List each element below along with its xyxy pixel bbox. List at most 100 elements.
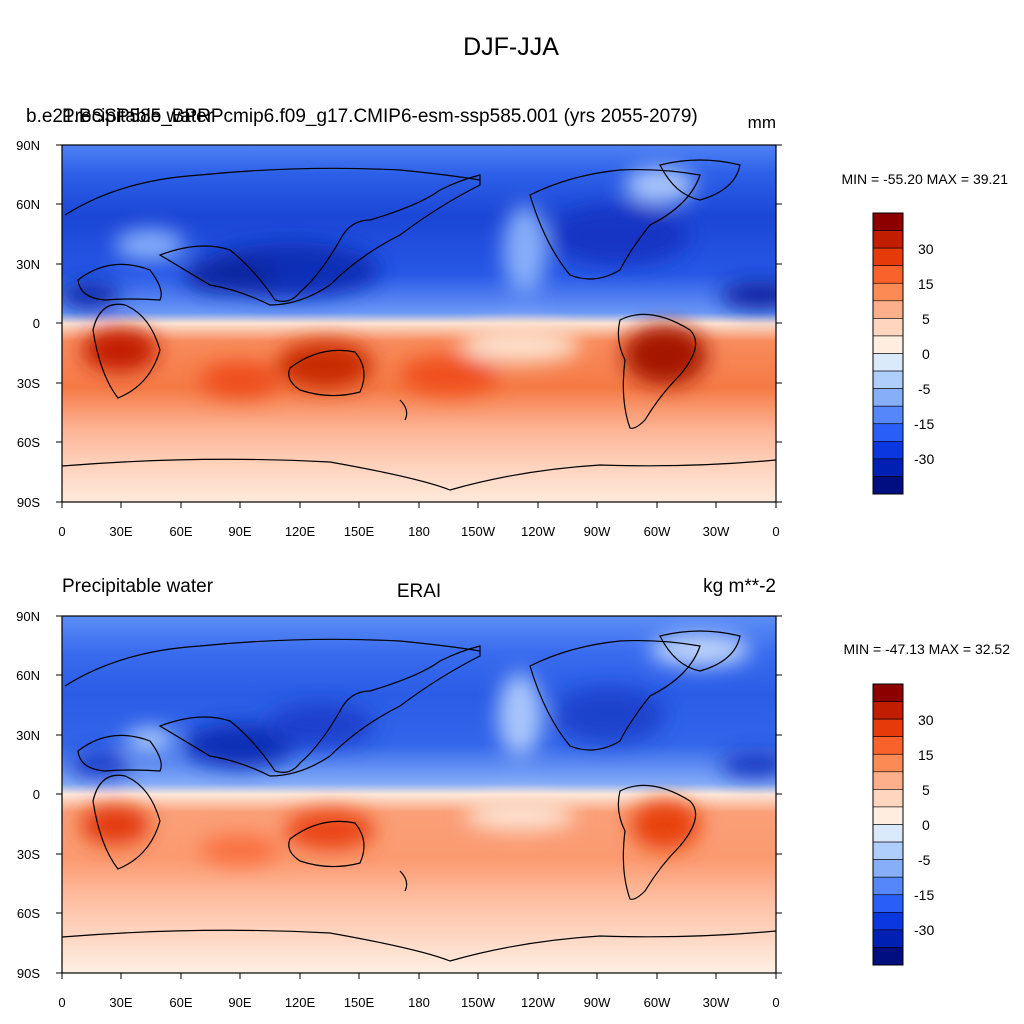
lat-tick-label: 30N	[16, 728, 40, 743]
colorbar-box	[872, 824, 904, 843]
lon-tick-label: 60W	[644, 524, 671, 539]
lon-tick-label: 30W	[703, 524, 730, 539]
lon-tick-label: 90W	[584, 524, 611, 539]
lon-ticks-model: 0 30E 60E 90E 120E 150E 180 150W 120W 90…	[58, 524, 779, 539]
colorbar-box	[872, 388, 904, 407]
colorbar-box	[872, 753, 904, 773]
colorbar-box	[872, 476, 904, 495]
lon-tick-label: 180	[408, 524, 430, 539]
colorbar-label: -5	[918, 852, 931, 868]
lon-tick-label: 60E	[169, 995, 192, 1010]
colorbar-box	[872, 441, 904, 460]
colorbar-box	[872, 212, 904, 231]
colorbar-box	[872, 789, 904, 808]
colorbar-label: 30	[918, 241, 934, 257]
colorbar-label: 0	[922, 817, 930, 833]
map-obs	[62, 616, 776, 973]
panel-model-min-max: MIN = -55.20 MAX = 39.21	[841, 171, 1008, 187]
lon-tick-label: 90E	[228, 524, 251, 539]
coastlines	[62, 159, 776, 491]
lat-tick-label: 60S	[17, 906, 40, 921]
lon-tick-label: 0	[58, 524, 65, 539]
colorbar-box	[872, 859, 904, 878]
colorbar-box	[872, 318, 904, 337]
colorbar-box	[872, 806, 904, 825]
lon-tick-label: 150W	[461, 995, 496, 1010]
colorbar-label: 30	[918, 712, 934, 728]
colorbar-box	[872, 282, 904, 302]
colorbar-label: -15	[914, 416, 934, 432]
map-model	[62, 145, 776, 502]
colorbar-obs-frame	[872, 683, 904, 966]
colorbar-box	[872, 894, 904, 913]
field-background	[62, 145, 776, 502]
lon-tick-label: 120W	[521, 524, 556, 539]
panel-model-left-title: b.e21.BSSP585_BPRPcmip6.f09_g17.CMIP6-es…	[26, 106, 698, 127]
lat-tick-label: 90N	[16, 138, 40, 153]
field-anomalies	[62, 167, 776, 398]
colorbar-box	[872, 771, 904, 790]
colorbar-model-frame	[872, 212, 904, 495]
colorbar-box	[872, 405, 904, 425]
colorbar-label: -30	[914, 451, 934, 467]
lon-tick-label: 30E	[109, 995, 132, 1010]
tick-marks-model	[56, 144, 782, 508]
colorbar-box	[872, 876, 904, 896]
colorbar-box	[872, 353, 904, 372]
lon-tick-label: 0	[58, 995, 65, 1010]
colorbar-box	[872, 230, 904, 249]
lon-tick-label: 30E	[109, 524, 132, 539]
colorbar-box	[872, 423, 904, 442]
colorbar-label: -30	[914, 922, 934, 938]
colorbar-model-boxes	[872, 212, 904, 495]
lat-tick-label: 90N	[16, 609, 40, 624]
colorbar-box	[872, 701, 904, 720]
lon-tick-label: 0	[772, 524, 779, 539]
panel-obs-right-title: kg m**-2	[703, 576, 776, 597]
lat-tick-label: 60S	[17, 435, 40, 450]
lon-tick-label: 30W	[703, 995, 730, 1010]
lat-tick-label: 60N	[16, 668, 40, 683]
colorbar-box	[872, 736, 904, 755]
lat-tick-label: 90S	[17, 495, 40, 510]
lat-ticks-model: 90N 60N 30N 0 30S 60S 90S	[16, 138, 40, 510]
field-background	[62, 616, 776, 973]
lat-tick-label: 0	[33, 787, 40, 802]
colorbar-label: 5	[922, 311, 930, 327]
lon-tick-label: 90W	[584, 995, 611, 1010]
colorbar-label: 0	[922, 346, 930, 362]
colorbar-label: -5	[918, 381, 931, 397]
colorbar-box	[872, 912, 904, 931]
colorbar-box	[872, 947, 904, 966]
colorbar-model: 30 15 5 0 -5 -15 -30	[872, 212, 934, 495]
lon-ticks-obs: 0 30E 60E 90E 120E 150E 180 150W 120W 90…	[58, 995, 779, 1010]
panel-obs-center-title: ERAI	[397, 581, 441, 602]
panel-obs-left-title: Precipitable water	[62, 576, 214, 597]
lat-tick-label: 90S	[17, 966, 40, 981]
lon-tick-label: 60E	[169, 524, 192, 539]
colorbar-box	[872, 718, 904, 737]
panel-model-right-title: mm	[748, 113, 776, 132]
colorbar-box	[872, 841, 904, 860]
colorbar-box	[872, 247, 904, 266]
colorbar-label: -15	[914, 887, 934, 903]
lon-tick-label: 120E	[285, 524, 316, 539]
lon-tick-label: 90E	[228, 995, 251, 1010]
panel-obs-min-max: MIN = -47.13 MAX = 32.52	[843, 641, 1010, 657]
lat-tick-label: 30S	[17, 847, 40, 862]
panel-model: Precipitable water b.e21.BSSP585_BPRPcmi…	[16, 106, 1008, 539]
colorbar-box	[872, 335, 904, 354]
figure-title: DJF-JJA	[463, 33, 559, 61]
panel-model-left-title-overlap: Precipitable water	[62, 106, 214, 127]
lat-tick-label: 60N	[16, 197, 40, 212]
lon-tick-label: 150E	[344, 524, 375, 539]
lat-ticks-obs: 90N 60N 30N 0 30S 60S 90S	[16, 609, 40, 981]
tick-marks-obs	[56, 615, 782, 979]
lon-tick-label: 150W	[461, 524, 496, 539]
lat-tick-label: 30N	[16, 257, 40, 272]
lat-tick-label: 0	[33, 316, 40, 331]
lon-tick-label: 180	[408, 995, 430, 1010]
colorbar-label: 15	[918, 276, 934, 292]
colorbar-box	[872, 929, 904, 948]
